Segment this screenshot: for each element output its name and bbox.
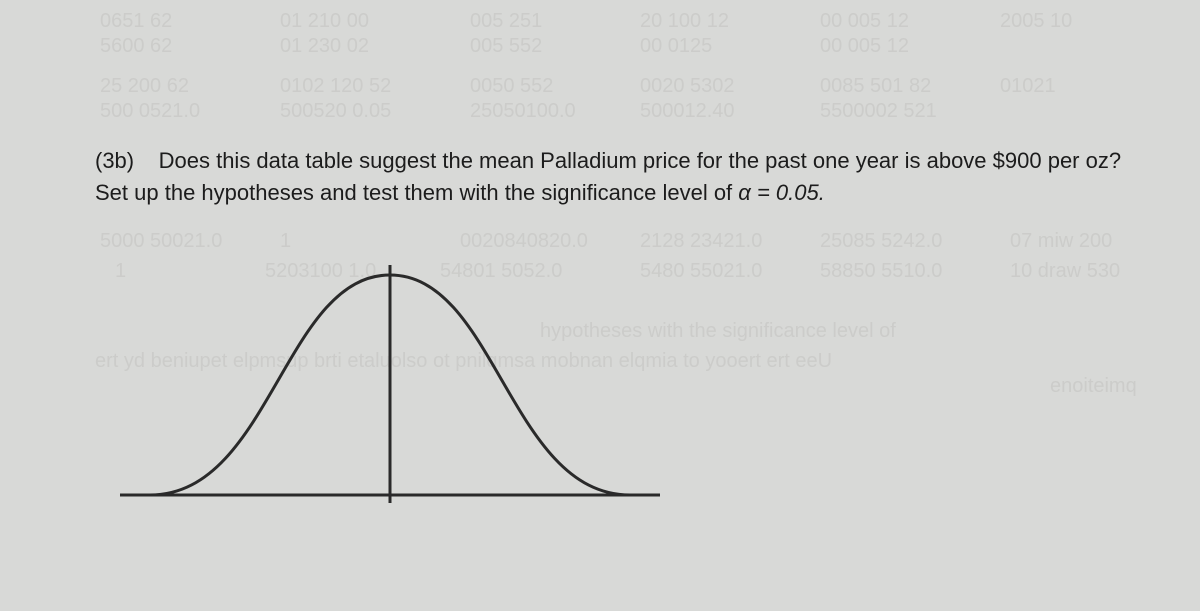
question-block: (3b) Does this data table suggest the me… xyxy=(95,145,1145,209)
ghost-text: 00 005 12 xyxy=(820,10,909,33)
spacer xyxy=(140,148,152,173)
ghost-text: 500012.40 xyxy=(640,100,735,123)
ghost-text: 5500002 521 xyxy=(820,100,937,123)
ghost-text: 58850 5510.0 xyxy=(820,260,942,283)
ghost-text: 005 251 xyxy=(470,10,542,33)
ghost-text: 0020 5302 xyxy=(640,75,735,98)
ghost-text: 500520 0.05 xyxy=(280,100,391,123)
ghost-text: 07 miw 200 xyxy=(1010,230,1112,253)
ghost-text: 005 552 xyxy=(470,35,542,58)
ghost-text: 00 005 12 xyxy=(820,35,909,58)
ghost-text: 0102 120 52 xyxy=(280,75,391,98)
ghost-text: 25 200 62 xyxy=(100,75,189,98)
alpha-expression: α = 0.05. xyxy=(738,180,825,205)
ghost-text: 10 draw 530 xyxy=(1010,260,1120,283)
normal-curve-figure xyxy=(110,245,670,535)
question-body: Does this data table suggest the mean Pa… xyxy=(95,148,1121,205)
ghost-text: 0085 501 82 xyxy=(820,75,931,98)
page: 0651 62 01 210 00 005 251 20 100 12 00 005 1… xyxy=(0,0,1200,611)
ghost-text: 2005 10 xyxy=(1000,10,1072,33)
ghost-text: 5600 62 xyxy=(100,35,172,58)
ghost-text: 01021 xyxy=(1000,75,1056,98)
ghost-text: 00 0125 xyxy=(640,35,712,58)
ghost-text: enoiteimq xyxy=(1050,375,1137,398)
ghost-text: 25085 5242.0 xyxy=(820,230,942,253)
normal-curve-svg xyxy=(110,245,670,535)
ghost-text: 0651 62 xyxy=(100,10,172,33)
ghost-text: 20 100 12 xyxy=(640,10,729,33)
ghost-text: 01 230 02 xyxy=(280,35,369,58)
ghost-text: 25050100.0 xyxy=(470,100,576,123)
ghost-text: 01 210 00 xyxy=(280,10,369,33)
question-label: (3b) xyxy=(95,148,134,173)
ghost-text: 500 0521.0 xyxy=(100,100,200,123)
ghost-text: 0050 552 xyxy=(470,75,553,98)
